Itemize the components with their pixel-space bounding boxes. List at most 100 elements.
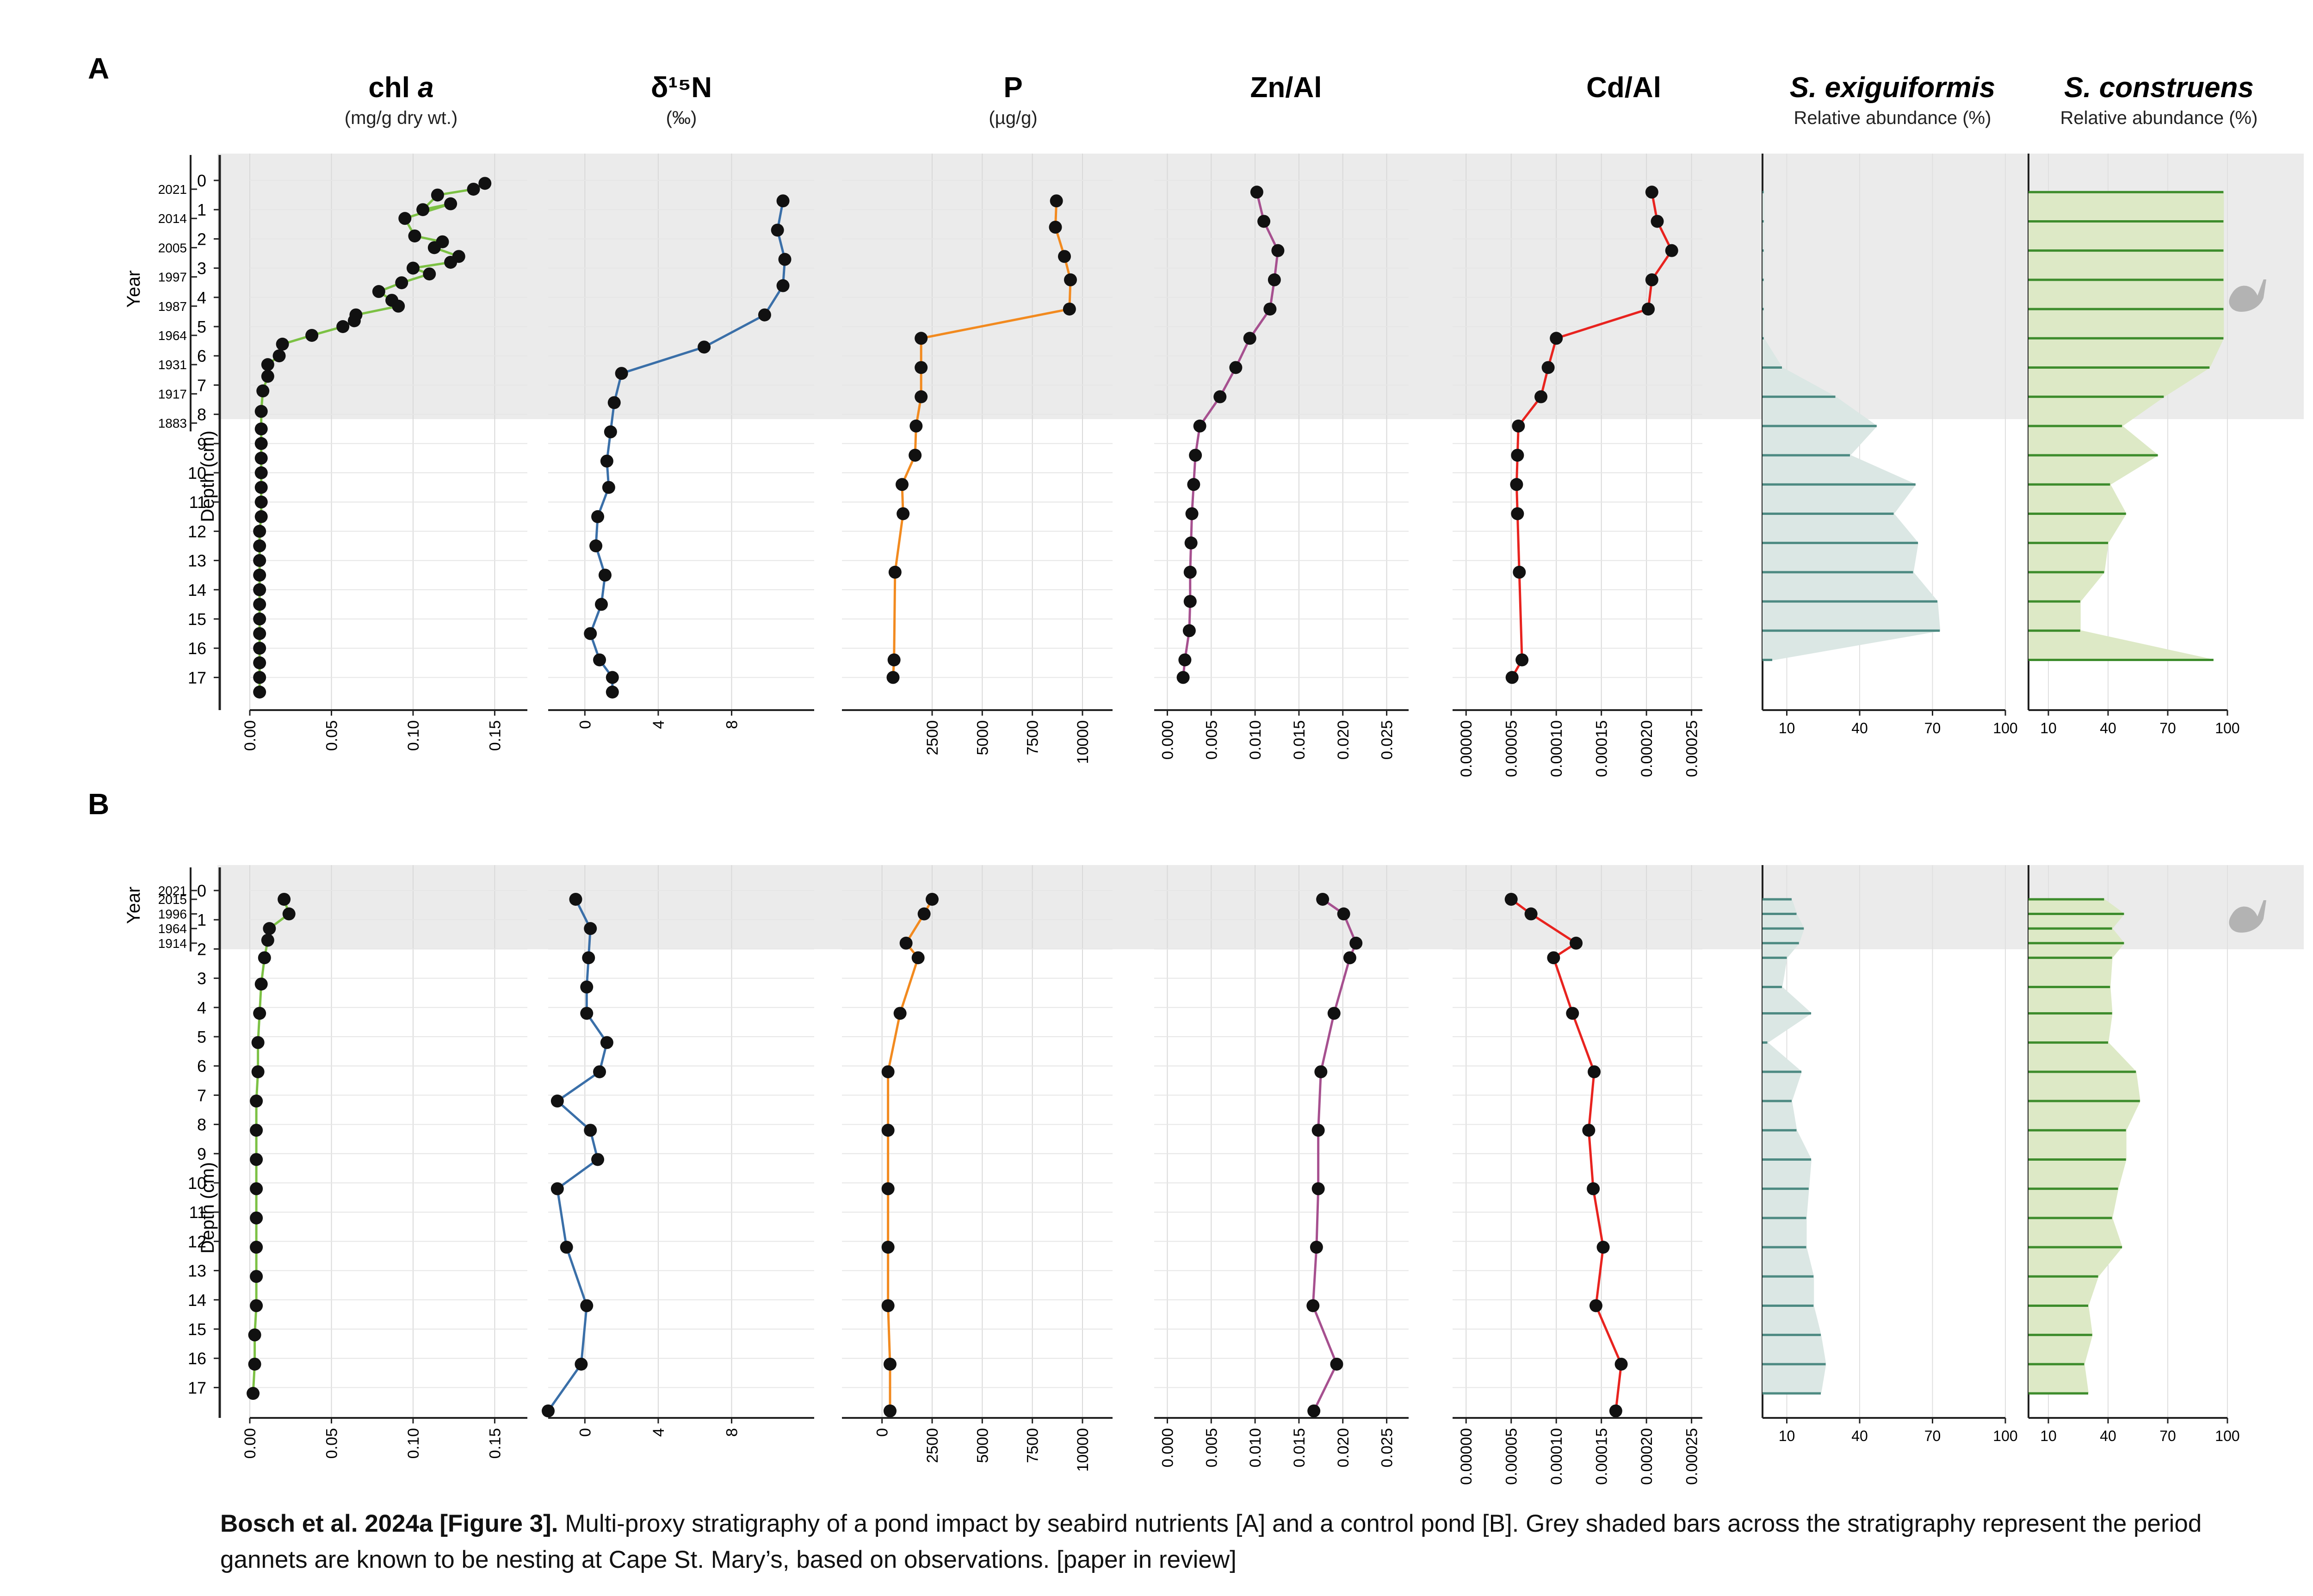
data-point bbox=[1058, 250, 1071, 263]
column-title: δ¹⁵N bbox=[651, 72, 712, 104]
data-point bbox=[1268, 273, 1281, 286]
year-tick-label: 1997 bbox=[158, 270, 187, 285]
data-point bbox=[1271, 244, 1285, 257]
data-point bbox=[253, 642, 266, 655]
data-point bbox=[1050, 194, 1063, 208]
x-tick-label: 0 bbox=[576, 1428, 594, 1437]
data-point bbox=[347, 314, 361, 328]
data-point bbox=[276, 337, 289, 351]
nesting-period-shading bbox=[217, 154, 2304, 419]
data-point bbox=[423, 267, 436, 281]
data-point bbox=[1049, 221, 1062, 234]
data-point bbox=[909, 449, 922, 462]
x-tick-label: 70 bbox=[2159, 720, 2176, 736]
depth-tick-label: 4 bbox=[197, 288, 206, 307]
data-point bbox=[248, 1328, 261, 1342]
depth-tick-label: 10 bbox=[188, 1174, 206, 1193]
proxy-profile-line bbox=[252, 899, 291, 1394]
x-tick-label: 4 bbox=[650, 1428, 668, 1437]
column-units: Relative abundance (%) bbox=[1794, 108, 1991, 128]
x-tick-label: 0.010 bbox=[1247, 720, 1264, 760]
data-point bbox=[909, 419, 923, 433]
data-point bbox=[336, 320, 350, 333]
depth-tick-label: 14 bbox=[188, 581, 206, 600]
x-tick-label: 0.00020 bbox=[1638, 1428, 1656, 1485]
depth-axis-title: Depth (cm) bbox=[198, 431, 218, 522]
depth-tick-label: 15 bbox=[188, 1320, 206, 1339]
x-tick-label: 0.00000 bbox=[1458, 720, 1475, 777]
data-point bbox=[1311, 1182, 1325, 1195]
x-tick-label: 0 bbox=[576, 720, 594, 729]
data-point bbox=[254, 452, 268, 465]
figure-caption: Bosch et al. 2024a [Figure 3]. Multi-pro… bbox=[220, 1506, 2246, 1578]
depth-tick-label: 1 bbox=[197, 200, 206, 219]
data-point bbox=[431, 188, 444, 202]
data-point bbox=[253, 627, 266, 640]
data-point bbox=[250, 1124, 263, 1137]
data-point bbox=[593, 653, 606, 667]
data-point bbox=[550, 1182, 564, 1195]
data-point bbox=[250, 1241, 263, 1254]
data-point bbox=[915, 332, 928, 345]
data-point bbox=[1316, 892, 1330, 906]
data-point bbox=[1505, 671, 1519, 684]
data-point bbox=[1524, 907, 1538, 921]
data-point bbox=[1310, 1241, 1323, 1254]
depth-tick-label: 17 bbox=[188, 668, 206, 687]
data-point bbox=[600, 1036, 613, 1049]
column-title: S. construens bbox=[2064, 72, 2254, 104]
x-tick-label: 0.020 bbox=[1335, 720, 1352, 760]
data-point bbox=[392, 299, 405, 313]
data-point bbox=[1263, 303, 1277, 316]
data-point bbox=[305, 328, 319, 342]
depth-tick-label: 8 bbox=[197, 405, 206, 424]
x-tick-label: 0.010 bbox=[1247, 1428, 1264, 1467]
x-tick-label: 7500 bbox=[1024, 1428, 1042, 1463]
x-tick-label: 0 bbox=[874, 1428, 891, 1437]
x-tick-label: 10 bbox=[1779, 720, 1795, 736]
year-tick-label: 1964 bbox=[158, 328, 187, 343]
data-point bbox=[444, 197, 458, 210]
x-tick-label: 70 bbox=[1924, 720, 1941, 736]
data-point bbox=[593, 1065, 606, 1078]
depth-tick-label: 6 bbox=[197, 346, 206, 365]
data-point bbox=[272, 349, 286, 363]
year-tick-label: 2005 bbox=[158, 241, 187, 255]
data-point bbox=[1229, 361, 1243, 374]
year-tick-label: 1996 bbox=[158, 907, 187, 922]
data-point bbox=[253, 656, 266, 669]
depth-tick-label: 9 bbox=[197, 1144, 206, 1163]
data-point bbox=[926, 892, 939, 906]
data-point bbox=[254, 422, 268, 436]
data-point bbox=[1651, 215, 1664, 228]
proxy-profile-line bbox=[887, 898, 934, 1411]
x-tick-label: 0.020 bbox=[1335, 1428, 1352, 1467]
depth-tick-label: 12 bbox=[188, 1232, 206, 1251]
year-tick-label: 2014 bbox=[158, 211, 187, 226]
data-point bbox=[253, 569, 266, 582]
proxy-profile-line bbox=[1311, 898, 1357, 1412]
x-tick-label: 0.00010 bbox=[1548, 1428, 1565, 1485]
gannet-silhouette-icon bbox=[2229, 279, 2266, 312]
data-point bbox=[253, 612, 266, 625]
depth-tick-label: 11 bbox=[189, 1203, 206, 1222]
data-point bbox=[607, 396, 621, 409]
data-point bbox=[250, 1182, 263, 1195]
data-point bbox=[884, 1404, 897, 1417]
data-point bbox=[248, 1357, 261, 1371]
data-point bbox=[615, 367, 628, 380]
data-point bbox=[253, 539, 266, 552]
x-tick-label: 0.00025 bbox=[1683, 1428, 1701, 1485]
data-point bbox=[771, 223, 784, 237]
depth-tick-label: 4 bbox=[197, 998, 206, 1017]
data-point bbox=[253, 554, 266, 567]
year-tick-label: 1917 bbox=[158, 387, 187, 401]
data-point bbox=[778, 253, 792, 266]
data-point bbox=[580, 980, 594, 994]
data-point bbox=[1589, 1299, 1602, 1312]
data-point bbox=[251, 1036, 265, 1049]
x-tick-label: 2500 bbox=[924, 720, 941, 755]
depth-tick-label: 3 bbox=[197, 969, 206, 988]
nesting-period-shading bbox=[217, 865, 2304, 949]
data-point bbox=[1193, 419, 1206, 433]
